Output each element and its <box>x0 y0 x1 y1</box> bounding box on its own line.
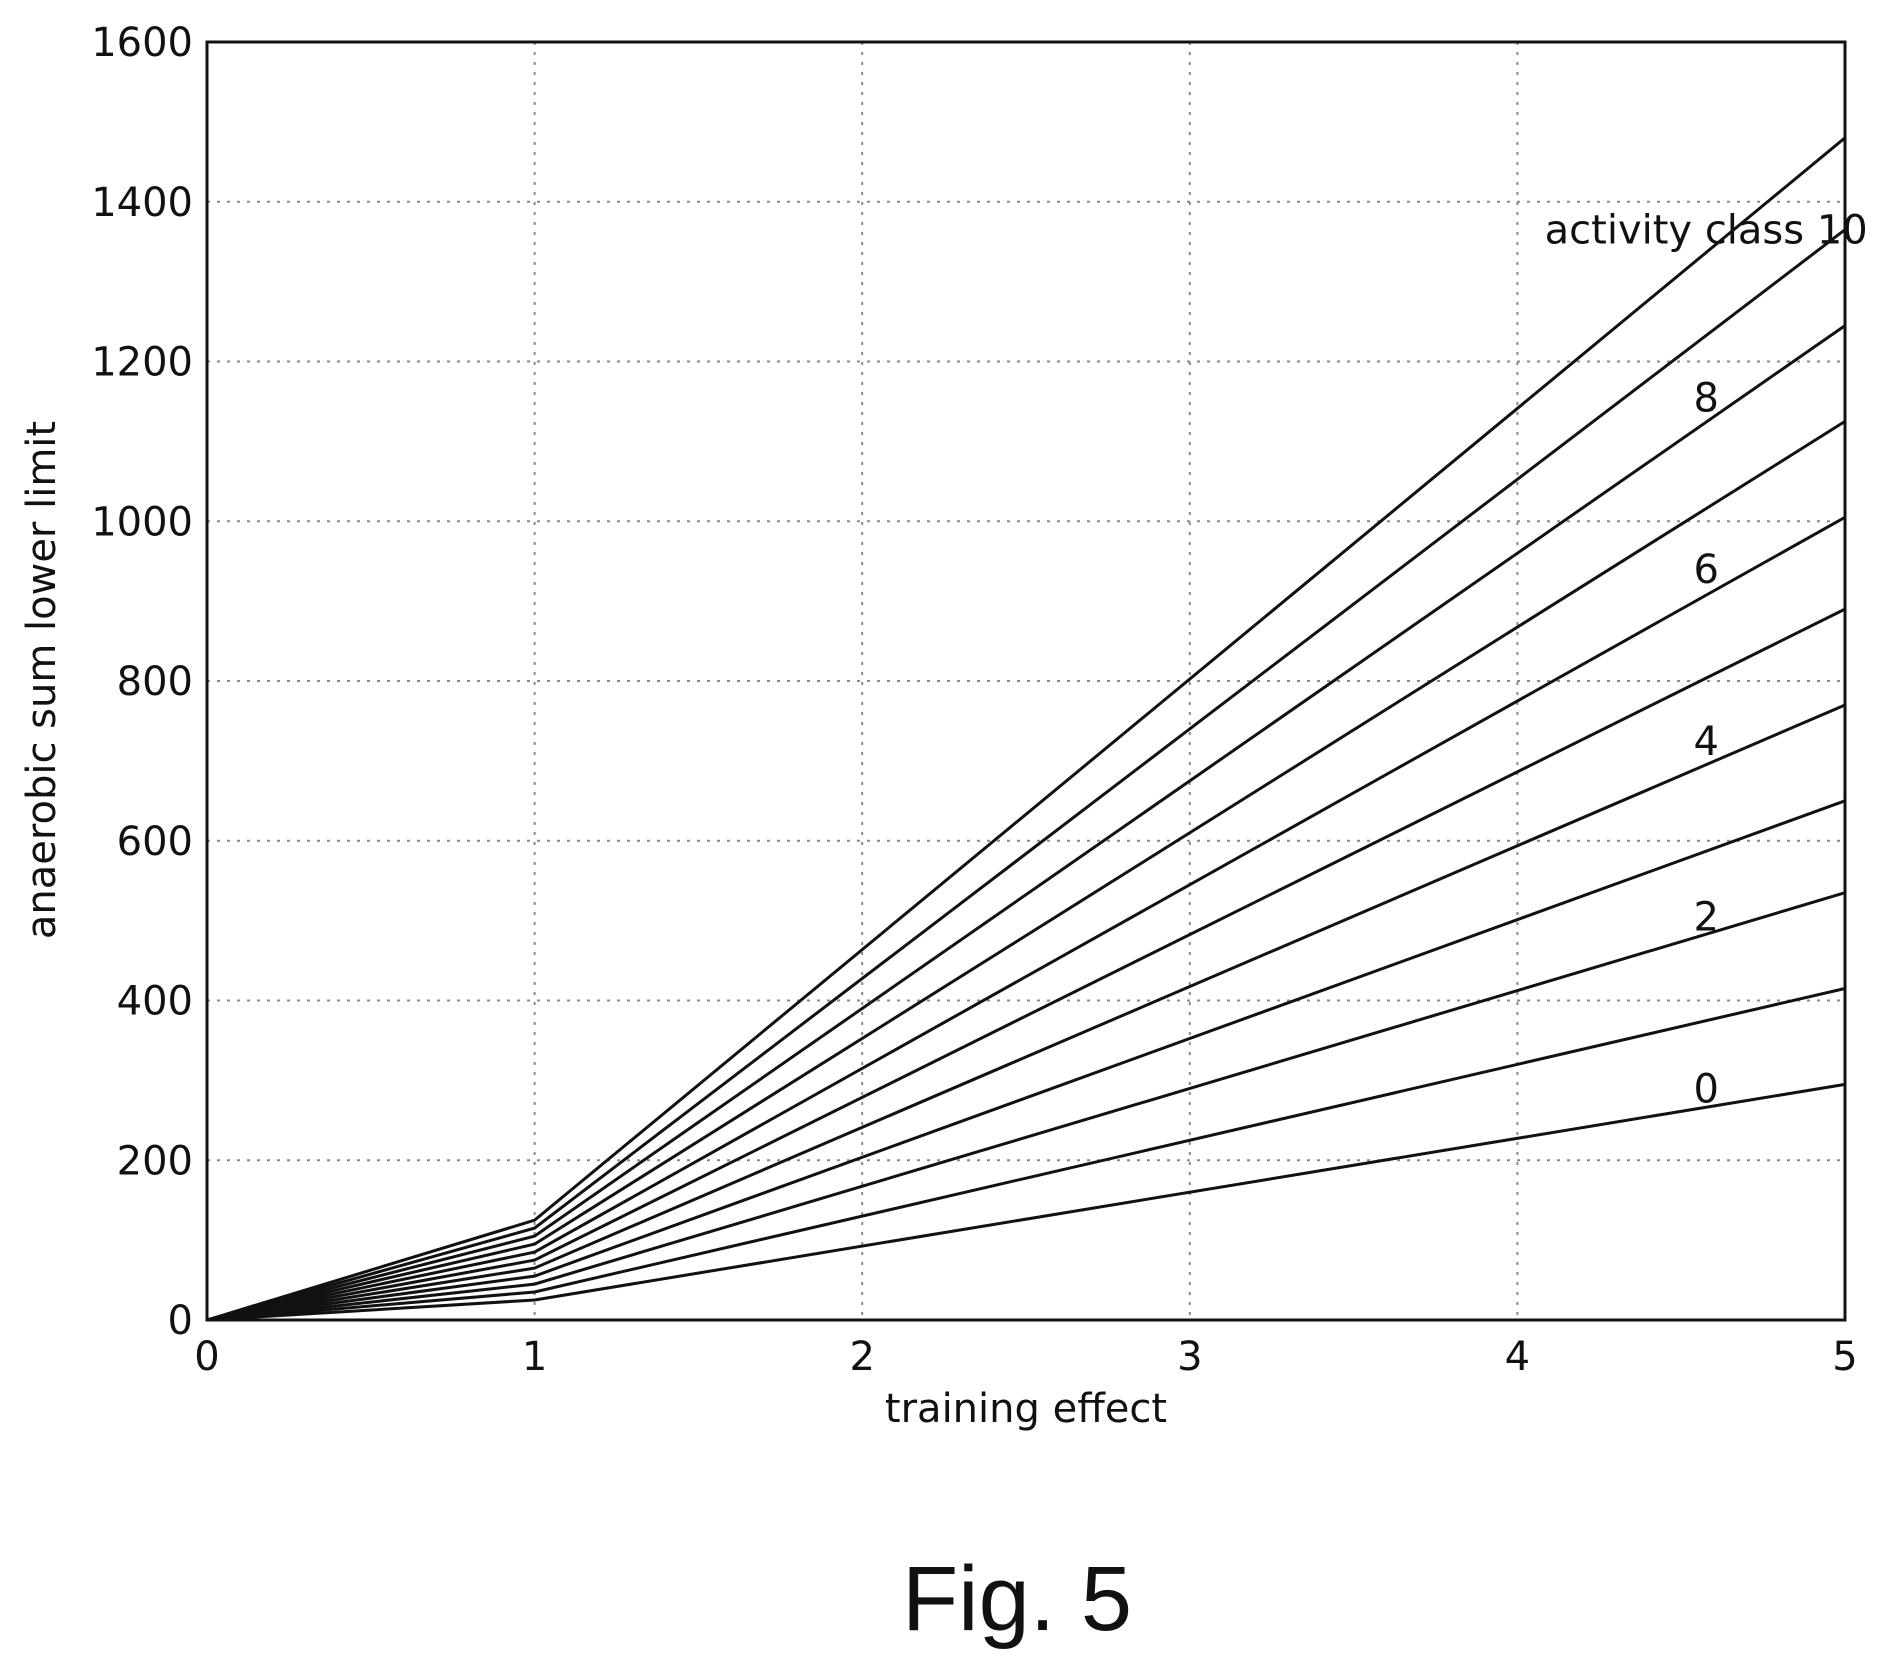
figure-caption: Fig. 5 <box>902 1548 1132 1650</box>
series-label: activity class 10 <box>1545 208 1868 254</box>
x-tick-label: 4 <box>1505 1334 1530 1380</box>
x-tick-label: 0 <box>194 1334 219 1380</box>
series-label: 4 <box>1693 719 1718 765</box>
y-tick-label: 1000 <box>91 499 193 545</box>
y-tick-label: 1600 <box>91 20 193 66</box>
grid <box>207 42 1845 1320</box>
x-tick-label: 1 <box>522 1334 547 1380</box>
x-tick-label: 5 <box>1832 1334 1857 1380</box>
y-tick-label: 0 <box>168 1298 193 1344</box>
series-line-4 <box>206 703 1846 1322</box>
series-line-3 <box>206 799 1846 1322</box>
series-line-7 <box>206 420 1846 1322</box>
series-label: 0 <box>1693 1066 1718 1112</box>
series-line-1 <box>206 987 1846 1322</box>
series-line-6 <box>206 515 1846 1322</box>
x-axis-title: training effect <box>885 1386 1167 1432</box>
y-tick-label: 800 <box>117 659 193 705</box>
plot-frame <box>205 40 1847 1322</box>
y-tick-label: 1200 <box>91 340 193 386</box>
series-label: 6 <box>1693 547 1718 593</box>
y-tick-label: 400 <box>117 979 193 1025</box>
tick-labels: 0 1 2 3 4 5 0 200 400 600 800 1000 1200 1400 1600 <box>91 20 1858 1380</box>
series-line-5 <box>206 607 1846 1322</box>
series-line-8 <box>206 324 1846 1322</box>
x-tick-label: 3 <box>1177 1334 1202 1380</box>
series-labels: 0 2 4 6 8 activity class 10 <box>1545 208 1868 1113</box>
series-line-9 <box>206 228 1846 1322</box>
y-tick-label: 1400 <box>91 180 193 226</box>
series-line-10 <box>206 136 1846 1322</box>
series-line-0 <box>206 1082 1846 1322</box>
series-line-2 <box>206 891 1846 1322</box>
x-tick-label: 2 <box>849 1334 874 1380</box>
y-tick-label: 200 <box>117 1138 193 1184</box>
series-label: 2 <box>1693 895 1718 941</box>
y-axis-title: anaerobic sum lower limit <box>19 421 65 939</box>
series-label: 8 <box>1693 375 1718 421</box>
y-tick-label: 600 <box>117 819 193 865</box>
series-lines <box>206 136 1846 1322</box>
